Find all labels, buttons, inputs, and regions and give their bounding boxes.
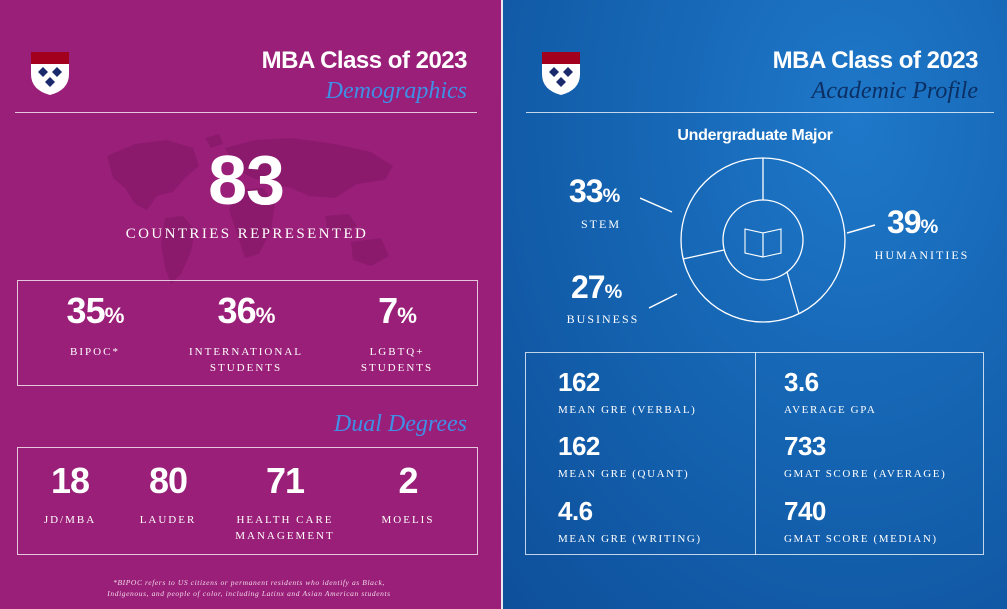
- header-divider: [15, 112, 477, 113]
- demographics-panel: MBA Class of 2023 Demographics 83 COUNTR…: [0, 0, 501, 609]
- humanities-label: HUMANITIES: [874, 248, 970, 262]
- gpa-value: 3.6: [784, 367, 819, 397]
- gre-writing-value: 4.6: [558, 496, 593, 526]
- gre-quant-value: 162: [558, 431, 600, 461]
- international-percent: 36%: [217, 290, 276, 331]
- gre-writing-label: MEAN GRE (WRITING): [558, 533, 702, 545]
- gre-quant-label: MEAN GRE (QUANT): [558, 468, 690, 480]
- health-care-label: HEALTH CARE MANAGEMENT: [235, 514, 335, 542]
- dual-degrees-heading: Dual Degrees: [333, 411, 467, 437]
- gmat-median-value: 740: [784, 496, 826, 526]
- stem-label: STEM: [580, 217, 621, 231]
- bipoc-percent: 35%: [66, 290, 125, 331]
- gmat-average-label: GMAT SCORE (AVERAGE): [784, 468, 947, 480]
- academic-profile-panel: MBA Class of 2023 Academic Profile Under…: [503, 0, 1007, 609]
- health-care-count: 71: [265, 460, 305, 501]
- moelis-label: MOELIS: [381, 514, 435, 526]
- lgbtq-label: LGBTQ+ STUDENTS: [360, 346, 434, 374]
- world-map-graphic: [107, 134, 393, 284]
- gmat-median-label: GMAT SCORE (MEDIAN): [784, 533, 938, 545]
- business-leader-line: [648, 293, 678, 309]
- business-label: BUSINESS: [566, 312, 640, 326]
- jd-mba-label: JD/MBA: [43, 514, 97, 526]
- stats-box-divider: [755, 352, 756, 555]
- stem-percent: 33%: [569, 173, 620, 209]
- penn-shield-logo: [540, 50, 582, 96]
- lgbtq-percent: 7%: [378, 290, 417, 331]
- penn-shield-logo: [29, 50, 71, 96]
- undergraduate-major-heading: Undergraduate Major: [677, 127, 833, 144]
- stem-leader-line: [640, 197, 673, 213]
- gpa-label: AVERAGE GPA: [784, 404, 877, 416]
- lauder-label: LAUDER: [139, 514, 197, 526]
- gmat-average-value: 733: [784, 431, 826, 461]
- dual-degrees-box: [17, 447, 478, 555]
- page-subtitle: Demographics: [325, 78, 467, 104]
- segment-divider-right: [786, 271, 800, 315]
- demographics-stats-box: [17, 280, 478, 386]
- panel-divider: [501, 0, 503, 609]
- header-divider: [526, 112, 994, 113]
- bipoc-footnote: *BIPOC refers to US citizens or permanen…: [107, 578, 391, 598]
- undergraduate-major-donut: [680, 157, 846, 323]
- humanities-leader-line: [847, 224, 876, 234]
- business-percent: 27%: [571, 269, 622, 305]
- gre-verbal-value: 162: [558, 367, 600, 397]
- gre-verbal-label: MEAN GRE (VERBAL): [558, 404, 697, 416]
- international-label: INTERNATIONAL STUDENTS: [189, 346, 303, 374]
- page-title: MBA Class of 2023: [772, 47, 979, 74]
- page-subtitle: Academic Profile: [811, 78, 978, 104]
- countries-count: 83: [208, 141, 285, 219]
- countries-label: COUNTRIES REPRESENTED: [125, 226, 369, 242]
- academic-stats-box: [525, 352, 984, 555]
- page-title: MBA Class of 2023: [261, 47, 468, 74]
- moelis-count: 2: [398, 460, 418, 501]
- humanities-percent: 39%: [887, 204, 938, 240]
- jd-mba-count: 18: [50, 460, 90, 501]
- open-book-icon: [744, 228, 782, 258]
- lauder-count: 80: [148, 460, 188, 501]
- segment-divider-left: [682, 249, 725, 260]
- bipoc-label: BIPOC*: [70, 346, 120, 358]
